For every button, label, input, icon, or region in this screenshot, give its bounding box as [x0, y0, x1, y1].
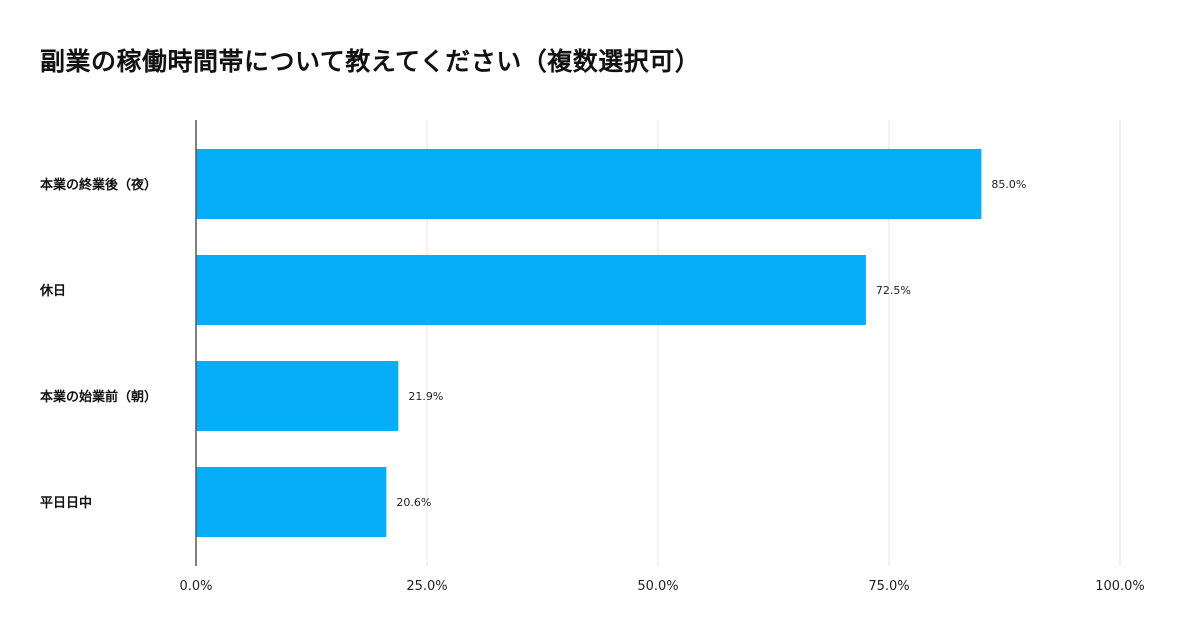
- bar: [196, 149, 982, 219]
- category-label: 休日: [39, 283, 66, 299]
- x-tick-label: 25.0%: [406, 579, 447, 594]
- category-label: 本業の終業後（夜）: [40, 177, 157, 193]
- x-tick-label: 75.0%: [868, 579, 909, 594]
- bar-value-label: 21.9%: [408, 390, 443, 403]
- bar: [196, 361, 399, 431]
- category-label: 平日日中: [40, 495, 92, 511]
- bar-value-label: 85.0%: [991, 178, 1026, 191]
- x-tick-label: 50.0%: [637, 579, 678, 594]
- bar: [196, 467, 387, 537]
- bar-value-label: 20.6%: [396, 496, 431, 509]
- chart-title: 副業の稼働時間帯について教えてください（複数選択可）: [40, 47, 701, 76]
- bar-value-label: 72.5%: [876, 284, 911, 297]
- category-label: 本業の始業前（朝）: [40, 389, 157, 405]
- bar: [196, 255, 866, 325]
- x-tick-label: 100.0%: [1095, 579, 1145, 594]
- x-tick-label: 0.0%: [179, 579, 212, 594]
